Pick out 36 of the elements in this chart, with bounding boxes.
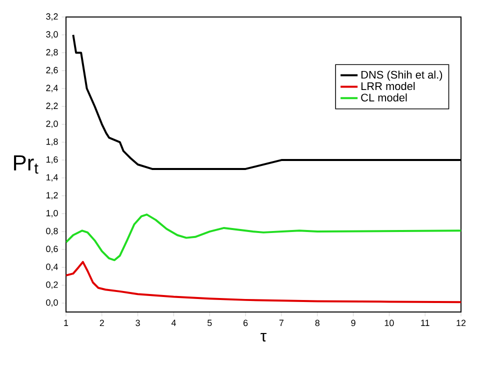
x-tick-label: 5 (208, 320, 212, 326)
line-series (66, 260, 462, 304)
legend-label: CL model (361, 93, 407, 102)
x-tick-label: 11 (421, 320, 430, 326)
x-tick-label: 1 (64, 320, 68, 326)
x-tick-label: 2 (100, 320, 104, 326)
y-tick-label: 2,8 (46, 49, 58, 56)
y-tick-label: 1,8 (46, 138, 58, 146)
y-tick-label: 0,4 (46, 264, 58, 271)
legend-label: LRR model (361, 82, 415, 90)
y-axis-title: Pr$_{t}$ (14, 155, 38, 174)
y-tick-label: 0,8 (46, 228, 58, 236)
y-tick-label: 3,2 (46, 13, 58, 21)
x-tick-label: 9 (351, 320, 356, 326)
y-tick-label: 1,0 (46, 210, 58, 218)
y-tick-label: 1,6 (46, 156, 58, 164)
y-tick-label: 0,6 (46, 246, 58, 254)
x-tick-label: 7 (279, 320, 284, 326)
x-tick-label: 6 (244, 320, 248, 326)
x-tick-label: 12 (456, 320, 466, 326)
y-tick-label: 2,2 (46, 102, 58, 110)
x-tick-label: 8 (315, 320, 320, 326)
x-tick-label: 10 (384, 320, 394, 326)
x-axis-title: τ (260, 332, 267, 342)
y-tick-label: 2,4 (46, 84, 58, 92)
y-tick-label: 1,4 (46, 174, 58, 182)
y-tick-label: 1,2 (46, 192, 58, 200)
line-series (66, 214, 462, 262)
legend-label: DNS (Shih et al.) (361, 70, 442, 81)
x-tick-label: 4 (171, 320, 176, 326)
y-tick-label: 2,6 (46, 66, 58, 74)
y-tick-label: 3,0 (46, 31, 58, 39)
x-tick-label: 3 (136, 320, 140, 326)
y-tick-label: 0,0 (46, 299, 58, 307)
y-tick-label: 2,0 (46, 120, 58, 128)
y-tick-label: 0,2 (46, 281, 58, 289)
